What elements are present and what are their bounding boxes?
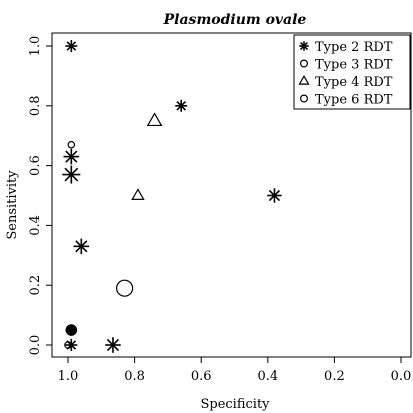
- point-type-4-rdt: [146, 112, 163, 127]
- point-type-6-rdt: [116, 279, 134, 297]
- legend-marker: [298, 74, 310, 85]
- legend-label: Type 2 RDT: [315, 40, 393, 55]
- chart-title: Plasmodium ovale: [163, 12, 307, 28]
- plot-frame: [51, 32, 412, 358]
- x-tick-label: 0.8: [124, 369, 145, 384]
- point-type-2-rdt: [63, 148, 80, 165]
- y-axis-title: Sensitivity: [5, 170, 20, 240]
- y-tick-label: 0.6: [28, 155, 43, 176]
- x-tick-label: 0.0: [391, 369, 412, 384]
- legend-marker: [299, 41, 309, 51]
- y-axis: 0.0 0.2 0.4 0.6 0.8 1.0: [28, 36, 52, 356]
- point-type-2-rdt: [267, 188, 282, 203]
- x-tick-label: 0.2: [324, 369, 345, 384]
- y-tick-label: 1.0: [28, 36, 43, 57]
- point-type-3-rdt: [67, 140, 76, 149]
- y-tick-label: 0.4: [28, 215, 43, 236]
- x-axis-title: Specificity: [200, 397, 270, 412]
- legend-box: [293, 34, 411, 110]
- legend-label: Type 4 RDT: [315, 75, 393, 90]
- y-tick-label: 0.0: [28, 335, 43, 356]
- legend-label: Type 3 RDT: [315, 58, 393, 73]
- point-type-3-rdt: [64, 341, 72, 349]
- legend-label: Type 6 RDT: [315, 93, 393, 108]
- x-tick-label: 0.6: [191, 369, 212, 384]
- data-points: [62, 40, 282, 353]
- point-type-2-rdt: [175, 99, 188, 112]
- point-type-2-rdt: [65, 40, 78, 52]
- x-tick-label: 0.4: [257, 369, 278, 384]
- point-type-2-rdt: [105, 337, 121, 353]
- x-axis: 1.0 0.8 0.6 0.4 0.2 0.0: [58, 357, 412, 384]
- legend-marker: [300, 59, 309, 68]
- point-type-6-rdt: [65, 324, 78, 336]
- legend: Type 2 RDT Type 3 RDT Type 4 RDT Type 6 RDT: [293, 34, 411, 110]
- point-type-2-rdt: [73, 238, 90, 255]
- point-type-4-rdt: [131, 188, 145, 200]
- x-tick-label: 1.0: [58, 369, 79, 384]
- legend-marker: [300, 94, 309, 103]
- point-type-2-rdt: [62, 165, 81, 184]
- y-tick-label: 0.8: [28, 95, 43, 116]
- y-tick-label: 0.2: [28, 275, 43, 296]
